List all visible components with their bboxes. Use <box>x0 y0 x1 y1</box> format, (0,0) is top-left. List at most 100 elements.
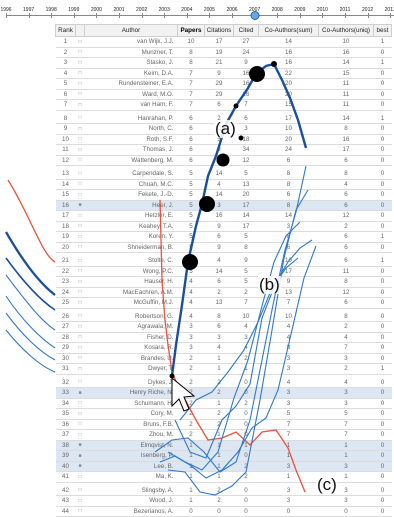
checkbox-icon[interactable]: □ <box>75 363 85 375</box>
checkbox-icon[interactable]: □ <box>75 210 85 222</box>
timeline-year-label[interactable]: 2004 <box>181 7 193 13</box>
checkbox-icon[interactable]: □ <box>75 506 85 517</box>
checkbox-icon[interactable]: □ <box>75 36 85 48</box>
checkbox-icon[interactable]: □ <box>75 398 85 409</box>
checkbox-icon[interactable]: □ <box>75 144 85 156</box>
checkbox-icon[interactable]: ■ <box>75 450 85 462</box>
timeline-year-label[interactable]: 1998 <box>45 7 57 13</box>
checkbox-icon[interactable]: □ <box>75 68 85 79</box>
table-row[interactable]: 36 □ Bruns, F.B. 2 2 0 7 7 0 <box>55 419 392 430</box>
checkbox-icon[interactable]: □ <box>75 408 85 420</box>
timeline-year-label[interactable]: 1999 <box>68 7 80 13</box>
checkbox-icon[interactable]: □ <box>75 123 85 135</box>
table-row[interactable]: 19 □ Koren, Y. 5 6 5 8 6 1 <box>55 231 392 243</box>
table-row[interactable]: 5 □ Rundensteiner, E.A. 7 29 16 20 11 0 <box>55 78 392 90</box>
table-row[interactable]: 37 □ Zhou, M. 2 1 0 7 7 0 <box>55 429 392 441</box>
table-row[interactable]: 23 □ Hauser, H. 4 6 5 9 8 0 <box>55 276 392 288</box>
column-header[interactable] <box>75 24 85 37</box>
table-row[interactable]: 2 □ Munzner, T. 8 19 24 16 16 0 <box>55 47 392 58</box>
table-row[interactable]: 25 □ McGuffin, M.J. 4 13 7 7 6 0 <box>55 297 392 309</box>
table-row[interactable]: 16 ■ Heer, J. 5 3 17 8 6 0 <box>55 200 392 211</box>
checkbox-icon[interactable]: □ <box>75 231 85 243</box>
checkbox-icon[interactable]: □ <box>75 57 85 69</box>
checkbox-icon[interactable]: □ <box>75 89 85 100</box>
checkbox-icon[interactable]: □ <box>75 429 85 441</box>
timeline-year-label[interactable]: 2007 <box>249 7 261 13</box>
checkbox-icon[interactable]: □ <box>75 353 85 364</box>
table-row[interactable]: 35 □ Cory, M. 2 2 0 5 5 0 <box>55 408 392 420</box>
table-row[interactable]: 34 □ Schumann, H. 2 1 2 3 3 0 <box>55 398 392 409</box>
checkbox-icon[interactable]: □ <box>75 332 85 343</box>
column-header[interactable]: Cited <box>233 24 259 37</box>
table-row[interactable]: 42 □ Slingsby, A. 1 2 0 3 3 0 <box>55 485 392 496</box>
column-header[interactable]: Co-Authors(uniq) <box>318 24 374 37</box>
checkbox-icon[interactable]: □ <box>75 311 85 322</box>
checkbox-icon[interactable]: □ <box>75 256 85 267</box>
checkbox-icon[interactable]: □ <box>75 297 85 309</box>
timeline-year-label[interactable]: 1997 <box>23 7 35 13</box>
table-row[interactable]: 40 ■ Lee, B. 1 1 2 3 3 0 <box>55 461 392 472</box>
table-row[interactable]: 11 □ Thomas, J. 6 9 34 24 17 0 <box>55 144 392 156</box>
table-row[interactable]: 20 □ Shneiderman, B. 5 9 8 6 6 0 <box>55 242 392 253</box>
checkbox-icon[interactable]: □ <box>75 287 85 298</box>
column-header[interactable]: Rank <box>55 24 76 37</box>
timeline-year-label[interactable]: 2013 <box>384 7 394 13</box>
timeline-year-label[interactable]: 2006 <box>226 7 238 13</box>
column-header[interactable]: best <box>373 24 392 37</box>
timeline-year-label[interactable]: 2010 <box>316 7 328 13</box>
timeline-year-label[interactable]: 2005 <box>203 7 215 13</box>
table-row[interactable]: 3 □ Stasko, J. 8 21 9 16 14 1 <box>55 57 392 69</box>
column-header[interactable]: Citations <box>204 24 234 37</box>
table-row[interactable]: 24 □ MacEachren, A.M. 4 2 2 13 12 0 <box>55 287 392 298</box>
checkbox-icon[interactable]: ■ <box>75 440 85 451</box>
table-row[interactable]: 15 □ Fekete, J.-D. 5 14 20 6 6 0 <box>55 189 392 201</box>
table-row[interactable]: 28 □ Fisher, D. 3 3 3 4 4 0 <box>55 332 392 343</box>
column-header[interactable]: Author <box>84 24 178 37</box>
year-timeline[interactable]: 1996 1997 1998 1999 2000 2001 2002 2003 2004 2005… <box>0 0 394 22</box>
column-header[interactable]: Co-Authors(sum) <box>258 24 319 37</box>
table-row[interactable]: 38 ■ Elmqvist, N. 1 1 1 1 1 0 <box>55 440 392 451</box>
timeline-year-label[interactable]: 2008 <box>271 7 283 13</box>
checkbox-icon[interactable]: □ <box>75 321 85 333</box>
checkbox-icon[interactable]: □ <box>75 99 85 111</box>
checkbox-icon[interactable]: □ <box>75 189 85 201</box>
year-slider-thumb[interactable] <box>250 11 260 20</box>
table-row[interactable]: 21 □ Stolte, C. 5 4 9 10 6 1 <box>55 256 392 267</box>
table-row[interactable]: 29 □ Kosara, R. 3 4 4 8 7 0 <box>55 342 392 354</box>
table-row[interactable]: 13 □ Carpendale, S. 5 14 5 8 8 0 <box>55 169 392 180</box>
timeline-year-label[interactable]: 1996 <box>0 7 12 13</box>
table-row[interactable]: 6 □ Ward, M.O. 7 29 16 20 11 0 <box>55 89 392 100</box>
checkbox-icon[interactable]: □ <box>75 47 85 58</box>
checkbox-icon[interactable]: □ <box>75 113 85 124</box>
checkbox-icon[interactable]: ■ <box>75 461 85 472</box>
table-row[interactable]: 27 □ Agrawala, M. 3 6 4 4 2 0 <box>55 321 392 333</box>
checkbox-icon[interactable]: □ <box>75 179 85 190</box>
table-row[interactable]: 31 □ Dwyer, T. 2 1 1 3 2 1 <box>55 363 392 375</box>
checkbox-icon[interactable]: □ <box>75 266 85 277</box>
checkbox-icon[interactable]: ■ <box>75 387 85 399</box>
checkbox-icon[interactable]: □ <box>75 134 85 145</box>
table-row[interactable]: 12 □ Wattenberg, M. 6 7 12 6 6 0 <box>55 155 392 166</box>
timeline-year-label[interactable]: 2009 <box>294 7 306 13</box>
table-row[interactable]: 44 □ Bezerianos, A. 0 0 0 0 0 0 <box>55 506 392 517</box>
table-row[interactable]: 1 □ van Wijk, J.J. 10 17 27 14 10 1 <box>55 36 392 48</box>
checkbox-icon[interactable]: □ <box>75 169 85 180</box>
timeline-year-label[interactable]: 2002 <box>136 7 148 13</box>
table-row[interactable]: 4 □ Keim, D.A. 7 9 16 22 15 0 <box>55 68 392 79</box>
checkbox-icon[interactable]: □ <box>75 419 85 430</box>
table-row[interactable]: 41 □ Ma, K. 1 1 2 1 1 0 <box>55 471 392 483</box>
table-row[interactable]: 26 □ Robertson, G. 4 8 10 10 8 0 <box>55 311 392 322</box>
table-row[interactable]: 17 □ Hetzler, E. 5 16 14 14 12 0 <box>55 210 392 222</box>
table-row[interactable]: 22 □ Wong, P.C. 5 14 5 17 11 0 <box>55 266 392 277</box>
checkbox-icon[interactable]: □ <box>75 485 85 496</box>
checkbox-icon[interactable]: □ <box>75 242 85 253</box>
table-row[interactable]: 7 □ van Ham, F. 7 6 7 15 11 0 <box>55 99 392 111</box>
timeline-year-label[interactable]: 2011 <box>339 7 351 13</box>
checkbox-icon[interactable]: □ <box>75 471 85 483</box>
table-row[interactable]: 18 □ Keahey, T.A. 5 9 17 3 2 0 <box>55 221 392 232</box>
checkbox-icon[interactable]: □ <box>75 495 85 507</box>
timeline-year-label[interactable]: 2003 <box>158 7 170 13</box>
checkbox-icon[interactable]: □ <box>75 78 85 90</box>
checkbox-icon[interactable]: □ <box>75 377 85 388</box>
table-row[interactable]: 39 ■ Isenberg, P. 1 1 0 1 1 0 <box>55 450 392 462</box>
